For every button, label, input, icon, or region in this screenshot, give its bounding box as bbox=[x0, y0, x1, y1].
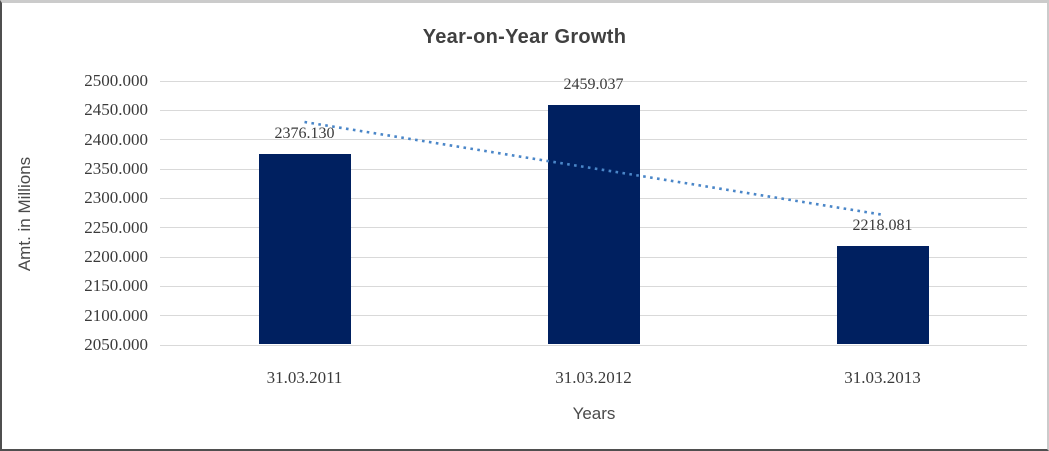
y-gridline bbox=[160, 344, 1027, 346]
y-tick-label: 2050.000 bbox=[84, 335, 148, 354]
bar-data-label: 2376.130 bbox=[274, 124, 335, 142]
bar bbox=[258, 153, 351, 344]
y-tick-label: 2300.000 bbox=[84, 188, 148, 208]
y-tick-label: 2350.000 bbox=[84, 159, 148, 178]
x-tick-label: 31.03.2011 bbox=[266, 368, 343, 387]
chart-title: Year-on-Year Growth bbox=[422, 26, 627, 48]
bar-data-label: 2218.081 bbox=[852, 217, 913, 235]
y-tick-label: 2150.000 bbox=[84, 276, 148, 296]
y-gridline bbox=[160, 80, 1027, 82]
y-tick-label: 2100.000 bbox=[84, 305, 148, 325]
y-tick-label: 2500.000 bbox=[84, 71, 148, 90]
bar bbox=[547, 105, 640, 344]
bar bbox=[836, 246, 929, 344]
y-tick-label: 2200.000 bbox=[84, 247, 148, 266]
bar-data-label: 2459.037 bbox=[563, 76, 624, 94]
y-tick-label: 2450.000 bbox=[84, 100, 148, 120]
x-axis-title: Years bbox=[572, 404, 616, 423]
y-tick-label: 2400.000 bbox=[84, 129, 148, 149]
x-tick-label: 31.03.2012 bbox=[555, 368, 632, 387]
x-tick-label: 31.03.2013 bbox=[844, 368, 921, 387]
y-tick-label: 2250.000 bbox=[84, 217, 148, 237]
